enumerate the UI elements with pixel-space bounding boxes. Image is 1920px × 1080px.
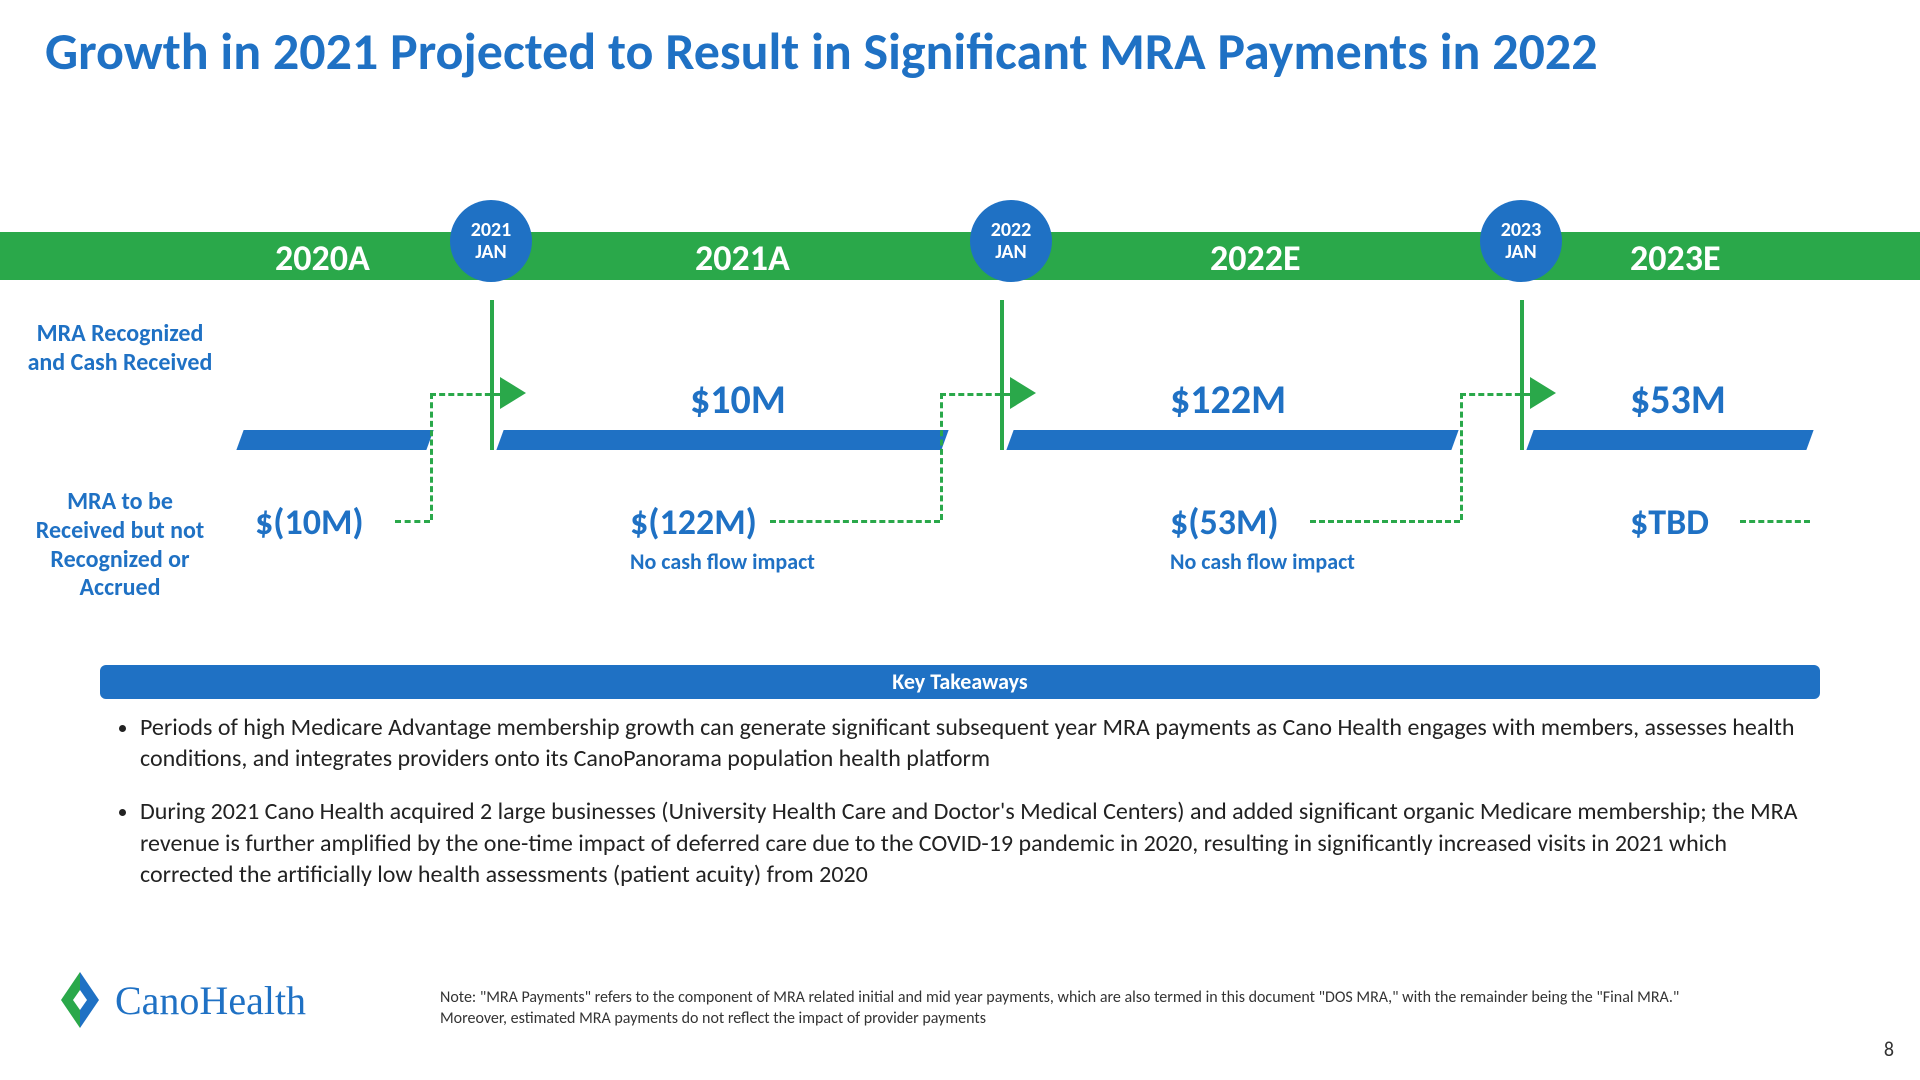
page-title: Growth in 2021 Projected to Result in Si… bbox=[45, 22, 1860, 82]
mra-to-receive-value: $TBD bbox=[1630, 500, 1709, 544]
dashed-connector bbox=[940, 393, 943, 520]
flow-vertical-line bbox=[1000, 300, 1004, 450]
dashed-connector bbox=[1310, 520, 1460, 523]
key-takeaways-header: Key Takeaways bbox=[100, 665, 1820, 699]
mra-recognized-value: $53M bbox=[1630, 375, 1726, 424]
page-number: 8 bbox=[1884, 1038, 1894, 1062]
timeline-jan-marker: 2021JAN bbox=[450, 200, 532, 282]
flow-arrow-icon bbox=[1010, 377, 1036, 409]
flow-vertical-line bbox=[490, 300, 494, 450]
timeline-period-label: 2023E bbox=[1630, 236, 1721, 280]
flow-arrow-icon bbox=[500, 377, 526, 409]
row-label-to-be-received: MRA to be Received but not Recognized or… bbox=[20, 488, 220, 603]
mra-to-receive-value: $(10M) bbox=[255, 500, 364, 544]
no-cash-flow-note: No cash flow impact bbox=[630, 548, 815, 575]
footnote: Note: "MRA Payments" refers to the compo… bbox=[440, 988, 1740, 1030]
timeline-period-label: 2022E bbox=[1210, 236, 1301, 280]
bullet-item: During 2021 Cano Health acquired 2 large… bbox=[140, 796, 1820, 890]
flow-bar bbox=[236, 430, 433, 450]
flow-arrow-icon bbox=[1530, 377, 1556, 409]
dashed-connector bbox=[1740, 520, 1810, 523]
key-takeaways-list: Periods of high Medicare Advantage membe… bbox=[110, 712, 1820, 912]
timeline-jan-marker: 2023JAN bbox=[1480, 200, 1562, 282]
company-logo: CanoHealth bbox=[55, 970, 306, 1030]
no-cash-flow-note: No cash flow impact bbox=[1170, 548, 1355, 575]
dashed-connector bbox=[1460, 393, 1463, 520]
flow-bar bbox=[496, 430, 948, 450]
timeline-period-label: 2020A bbox=[275, 236, 370, 280]
dashed-connector bbox=[395, 520, 430, 523]
dashed-connector bbox=[770, 520, 940, 523]
logo-text: CanoHealth bbox=[115, 977, 306, 1024]
timeline-jan-marker: 2022JAN bbox=[970, 200, 1052, 282]
logo-diamond-icon bbox=[55, 970, 105, 1030]
flow-vertical-line bbox=[1520, 300, 1524, 450]
flow-bar bbox=[1526, 430, 1813, 450]
mra-to-receive-value: $(122M) bbox=[630, 500, 757, 544]
dashed-connector bbox=[430, 393, 433, 520]
bullet-item: Periods of high Medicare Advantage membe… bbox=[140, 712, 1820, 774]
mra-recognized-value: $122M bbox=[1170, 375, 1286, 424]
mra-recognized-value: $10M bbox=[690, 375, 786, 424]
timeline-period-label: 2021A bbox=[695, 236, 790, 280]
mra-to-receive-value: $(53M) bbox=[1170, 500, 1279, 544]
row-label-recognized: MRA Recognized and Cash Received bbox=[20, 320, 220, 378]
flow-bar bbox=[1006, 430, 1458, 450]
